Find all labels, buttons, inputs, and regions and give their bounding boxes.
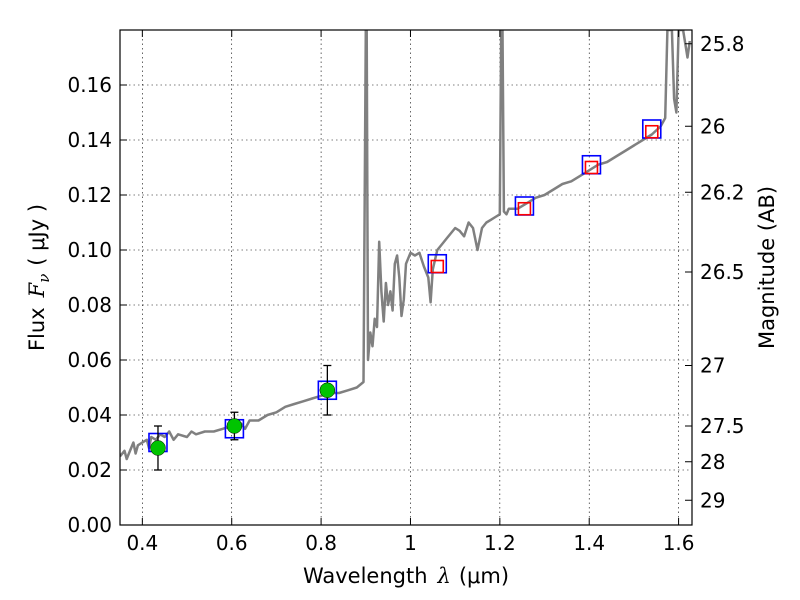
y-tick-label: 0.12 xyxy=(67,183,112,207)
y-tick-label: 0.16 xyxy=(67,73,112,97)
y-tick-label: 0.08 xyxy=(67,293,112,317)
upper-limit-square xyxy=(430,259,445,274)
y2-axis-label: Magnitude (AB) xyxy=(755,186,779,349)
x-tick-label: 1.6 xyxy=(663,531,695,555)
y-tick-label: 0.14 xyxy=(67,128,112,152)
y-tick-label: 0.02 xyxy=(67,458,112,482)
upper-limit-square xyxy=(644,124,659,139)
y2-tick-label: 29 xyxy=(700,488,725,512)
observed-point xyxy=(226,418,243,434)
spectrum-layer xyxy=(120,30,692,461)
y-axis-label-symbol: F xyxy=(25,281,49,298)
y-tick-label: 0.06 xyxy=(67,348,112,372)
observed-point xyxy=(150,440,166,456)
x-tick-label: 1.2 xyxy=(484,531,516,555)
y-axis-label-subscript: ν xyxy=(35,274,53,283)
x-axis-label-symbol: λ xyxy=(437,564,451,588)
x-tick-label: 1.4 xyxy=(573,531,605,555)
x-tick-label: 0.4 xyxy=(126,531,158,555)
upper-limit-square xyxy=(517,201,532,216)
spectrum-line xyxy=(120,30,692,461)
y-axis-label-unit: ( μJy ) xyxy=(25,204,49,266)
y-axis-label-text: Flux xyxy=(25,307,49,351)
y2-tick-label: 26.2 xyxy=(700,180,745,204)
tick-layer: 0.4 0.6 0.8 1 1.2 1.4 1.6 0.00 0.02 0.04 0.06 0.08 0… xyxy=(67,30,745,555)
plot-frame xyxy=(119,29,693,526)
y2-tick-label: 26 xyxy=(700,114,725,138)
y2-tick-label: 27 xyxy=(700,354,725,378)
x-axis-label-text: Wavelength xyxy=(303,564,428,588)
x-tick-label: 1 xyxy=(404,531,417,555)
observed-point xyxy=(319,382,336,398)
y2-tick-label: 28 xyxy=(700,450,725,474)
y-tick-label: 0.10 xyxy=(67,238,112,262)
y2-tick-label: 27.5 xyxy=(700,414,745,438)
x-axis-label-unit: (μm) xyxy=(459,564,509,588)
x-axis-label: Wavelength λ (μm) xyxy=(303,564,509,588)
marker-layer xyxy=(148,119,662,471)
x-tick-label: 0.6 xyxy=(216,531,248,555)
y2-tick-label: 26.5 xyxy=(700,260,745,284)
y-tick-label: 0.04 xyxy=(67,403,112,427)
y-axis-label: Flux Fν ( μJy ) xyxy=(25,204,53,351)
y2-tick-label: 25.8 xyxy=(700,32,745,56)
grid xyxy=(120,30,692,525)
upper-limit-square xyxy=(584,160,599,175)
y-tick-label: 0.00 xyxy=(67,513,112,537)
x-tick-label: 0.8 xyxy=(305,531,337,555)
